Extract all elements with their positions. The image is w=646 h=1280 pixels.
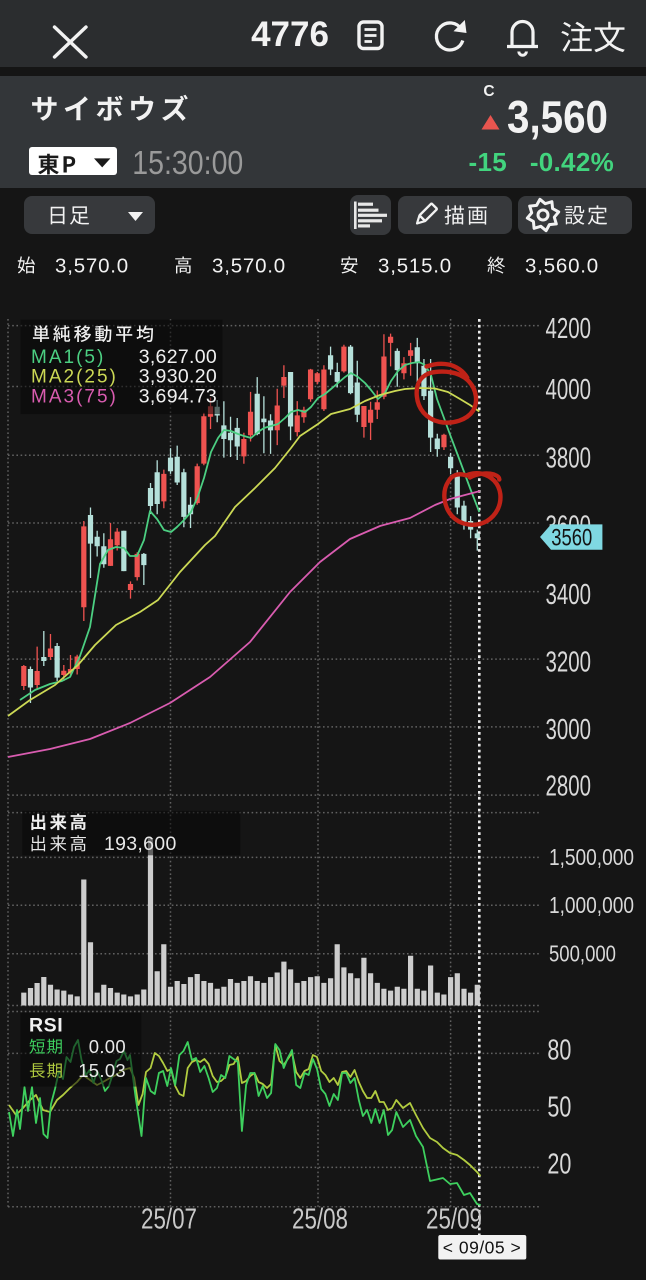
svg-text:50: 50 (547, 1091, 571, 1123)
svg-text:3,930.20: 3,930.20 (139, 366, 217, 388)
svg-text:C: C (483, 83, 494, 100)
svg-text:3400: 3400 (546, 579, 592, 611)
svg-text:MA3(75): MA3(75) (31, 387, 118, 408)
svg-text:3200: 3200 (546, 646, 592, 678)
svg-text:4776: 4776 (251, 15, 329, 54)
svg-text:3,560: 3,560 (507, 92, 608, 143)
svg-text:-0.42%: -0.42% (530, 147, 614, 177)
svg-text:3560: 3560 (551, 525, 592, 552)
svg-text:3,515.0: 3,515.0 (378, 255, 452, 278)
svg-text:1,500,000: 1,500,000 (549, 844, 634, 870)
svg-text:3,570.0: 3,570.0 (55, 255, 129, 278)
svg-text:3800: 3800 (546, 443, 592, 475)
svg-text:3,570.0: 3,570.0 (212, 255, 286, 278)
svg-text:4000: 4000 (546, 374, 592, 406)
svg-text:1,000,000: 1,000,000 (549, 892, 634, 918)
svg-text:3000: 3000 (546, 714, 592, 746)
svg-text:MA2(25): MA2(25) (31, 367, 118, 388)
svg-text:20: 20 (547, 1149, 571, 1181)
svg-text:80: 80 (547, 1035, 571, 1067)
svg-text:-15: -15 (469, 147, 507, 177)
svg-text:2800: 2800 (546, 771, 592, 803)
svg-text:25/08: 25/08 (292, 1204, 348, 1236)
svg-text:25/07: 25/07 (141, 1204, 197, 1236)
svg-text:193,600: 193,600 (104, 833, 177, 855)
svg-text:0.00: 0.00 (89, 1036, 126, 1057)
svg-text:< 09/05 >: < 09/05 > (443, 1238, 521, 1258)
svg-text:15:30:00: 15:30:00 (132, 144, 243, 181)
svg-text:4200: 4200 (546, 313, 592, 345)
svg-text:500,000: 500,000 (549, 941, 616, 967)
svg-text:3,694.73: 3,694.73 (139, 386, 217, 408)
svg-text:15.03: 15.03 (78, 1060, 126, 1081)
svg-text:25/09: 25/09 (426, 1204, 482, 1236)
svg-text:3,560.0: 3,560.0 (525, 255, 599, 278)
svg-text:RSI: RSI (29, 1015, 63, 1037)
svg-text:3,627.00: 3,627.00 (139, 346, 217, 368)
svg-text:MA1(5): MA1(5) (31, 347, 105, 368)
